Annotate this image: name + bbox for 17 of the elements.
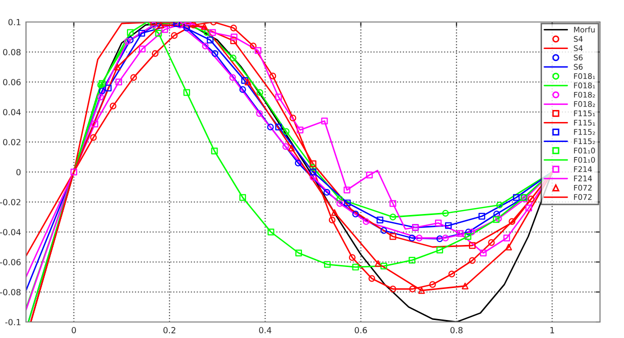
y-tick-label: 0.04 (3, 108, 21, 116)
y-tick-label: -0.04 (0, 228, 21, 236)
x-tick-label: 0.4 (259, 327, 272, 334)
x-tick-label: 0 (72, 327, 76, 334)
y-tick-label: -0.02 (0, 198, 20, 206)
y-tick-label: 0.08 (3, 48, 21, 56)
y-tick-label: -0.1 (5, 318, 20, 326)
y-tick-label: -0.08 (0, 288, 21, 296)
x-tick-label: 0.2 (163, 327, 176, 334)
y-tick-label: 0 (16, 168, 21, 176)
y-tick-label: 0.1 (8, 18, 20, 26)
y-tick-label: -0.06 (0, 258, 21, 266)
y-tick-label: 0.02 (3, 138, 20, 146)
x-tick-label: 1 (550, 327, 554, 334)
x-tick-label: 0.8 (450, 327, 463, 334)
x-tick-label: 0.6 (354, 327, 367, 334)
y-tick-label: 0.06 (3, 78, 21, 86)
